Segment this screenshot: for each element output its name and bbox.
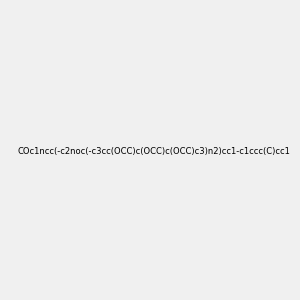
Text: COc1ncc(-c2noc(-c3cc(OCC)c(OCC)c(OCC)c3)n2)cc1-c1ccc(C)cc1: COc1ncc(-c2noc(-c3cc(OCC)c(OCC)c(OCC)c3)… — [17, 147, 290, 156]
